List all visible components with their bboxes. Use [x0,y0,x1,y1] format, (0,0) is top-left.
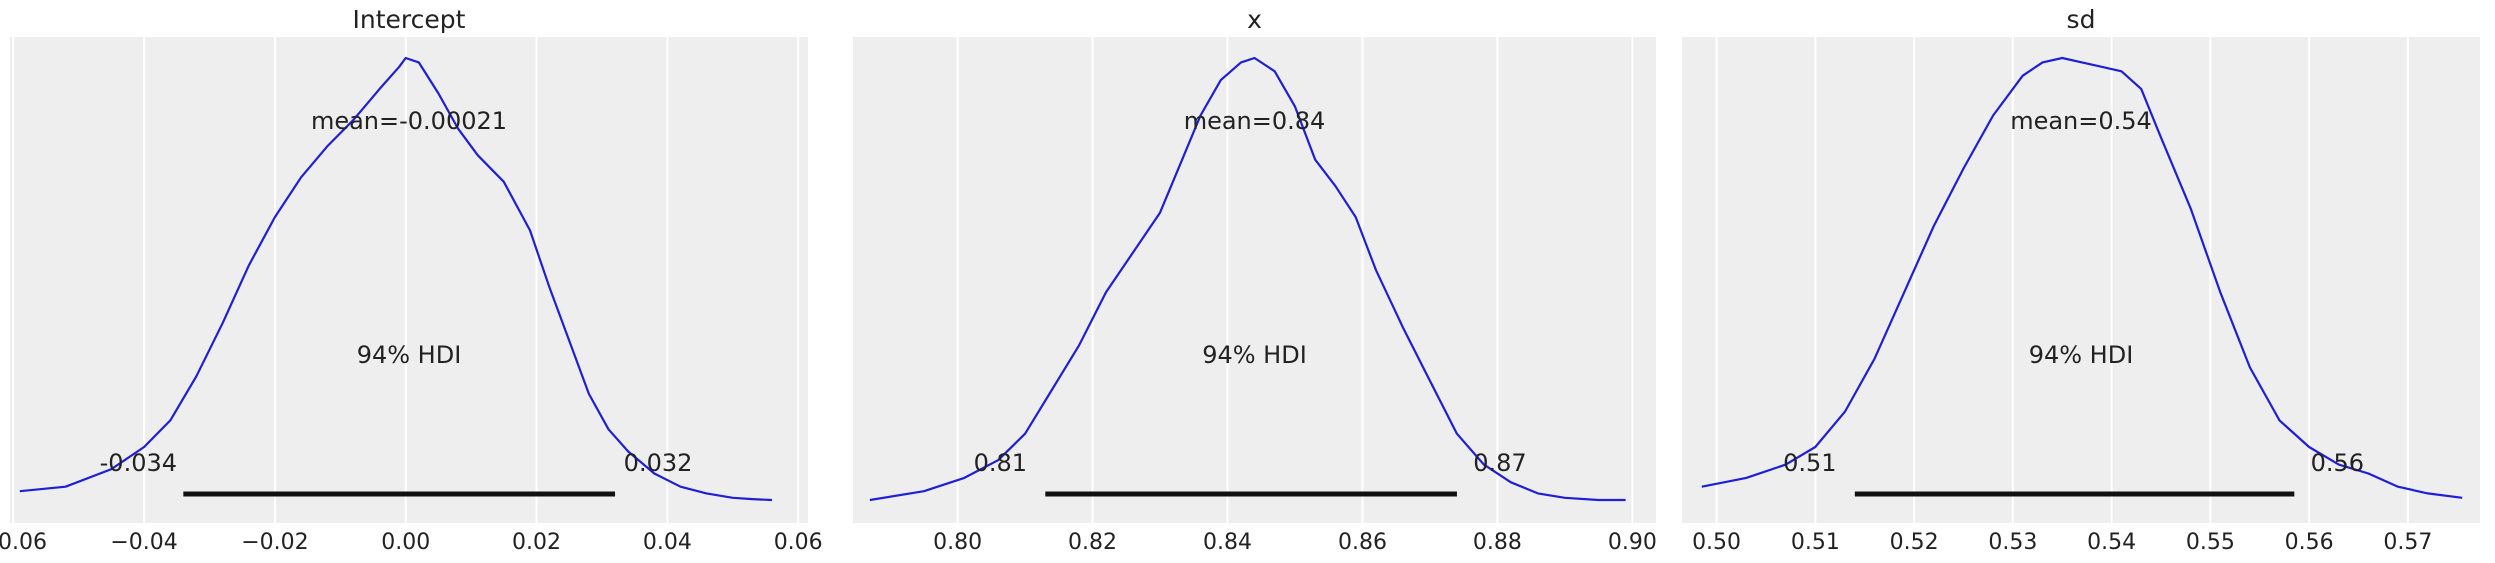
x-tick-label: 0.53 [1988,530,2037,555]
x-tick-label: 0.51 [1791,530,1840,555]
x-tick-label: −0.02 [241,530,308,555]
mean-label: mean=-0.00021 [311,107,507,135]
hdi-low-label: 0.81 [974,449,1027,477]
x-tick-label: 0.88 [1473,530,1522,555]
x-tick-label: 0.52 [1890,530,1939,555]
hdi-low-label: -0.034 [100,449,177,477]
density-curve [869,56,1626,502]
x-tick-label: 0.57 [2383,530,2432,555]
hdi-label: 94% HDI [1202,341,1307,369]
hdi-high-label: 0.87 [1473,449,1526,477]
plot-background [853,37,1656,523]
panel-2: 0.80 0.82 0.84 0.86 0.88 0.90 x mean=0.84 94% HD… [853,5,1657,555]
hdi-label: 94% HDI [357,341,462,369]
x-tick-label: 0.02 [512,530,561,555]
panel-1: −0.06 −0.04 −0.02 0.00 0.02 0.04 0.06 Intercept… [0,5,823,555]
panel-3: 0.50 0.51 0.52 0.53 0.54 0.55 0.56 0.57 sd mean=0… [1682,5,2480,555]
density-curve [19,56,773,502]
x-tick-label: 0.50 [1692,530,1741,555]
mean-label: mean=0.54 [2010,107,2152,135]
panel-title: x [1247,5,1262,34]
hdi-high-label: 0.032 [624,449,693,477]
hdi-low-label: 0.51 [1783,449,1836,477]
x-tick-label: 0.86 [1338,530,1387,555]
panel-title: Intercept [353,5,466,34]
panel-title: sd [2067,5,2096,34]
x-tick-label: 0.55 [2186,530,2235,555]
x-tick-label: 0.54 [2087,530,2136,555]
x-tick-label: 0.82 [1068,530,1117,555]
x-tick-label: 0.00 [381,530,430,555]
x-tick-label: −0.04 [110,530,177,555]
hdi-label: 94% HDI [2029,341,2134,369]
x-tick-label: 0.06 [774,530,823,555]
density-curve [1701,56,2463,499]
x-tick-label: 0.80 [933,530,982,555]
plot-background [10,37,808,523]
x-tick-label: 0.90 [1608,530,1657,555]
mean-label: mean=0.84 [1184,107,1326,135]
x-tick-label: 0.56 [2285,530,2334,555]
x-tick-label: 0.04 [643,530,692,555]
x-tick-label: 0.84 [1203,530,1252,555]
x-tick-label: −0.06 [0,530,47,555]
hdi-high-label: 0.56 [2311,449,2364,477]
